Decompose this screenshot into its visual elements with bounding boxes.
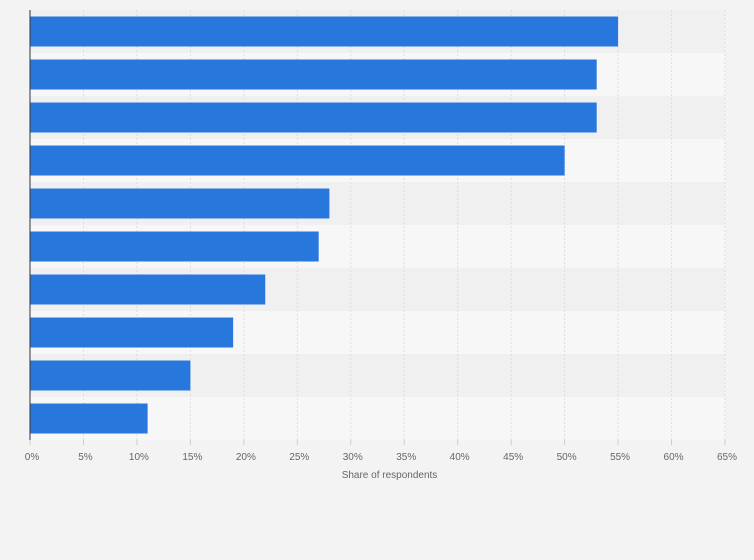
x-tick-label: 30%: [343, 452, 363, 463]
x-tick-label: 40%: [450, 452, 470, 463]
axis: [29, 10, 726, 445]
bar[interactable]: [30, 274, 266, 305]
x-tick-label: 35%: [396, 452, 416, 463]
bar[interactable]: [30, 16, 619, 47]
x-tick-labels: 0% 5% 10% 15% 20% 25% 30% 35% 40% 45% 50% 55% 60% 65%: [25, 452, 737, 463]
bar[interactable]: [30, 145, 565, 176]
bar[interactable]: [30, 317, 234, 348]
x-tick-label: 55%: [610, 452, 630, 463]
x-tick-label: 45%: [503, 452, 523, 463]
x-tick-label: 65%: [717, 452, 737, 463]
x-axis-title: Share of respondents: [342, 470, 438, 481]
bar[interactable]: [30, 102, 597, 133]
x-tick-label: 0%: [25, 452, 40, 463]
bars: [30, 16, 619, 434]
bar[interactable]: [30, 360, 191, 391]
bar[interactable]: [30, 188, 330, 219]
x-tick-label: 50%: [557, 452, 577, 463]
bar[interactable]: [30, 231, 319, 262]
bar[interactable]: [30, 59, 597, 90]
x-tick-label: 60%: [664, 452, 684, 463]
x-tick-label: 10%: [129, 452, 149, 463]
x-tick-label: 25%: [289, 452, 309, 463]
x-tick-label: 20%: [236, 452, 256, 463]
x-tick-label: 15%: [182, 452, 202, 463]
bar[interactable]: [30, 403, 148, 434]
x-tick-label: 5%: [78, 452, 93, 463]
